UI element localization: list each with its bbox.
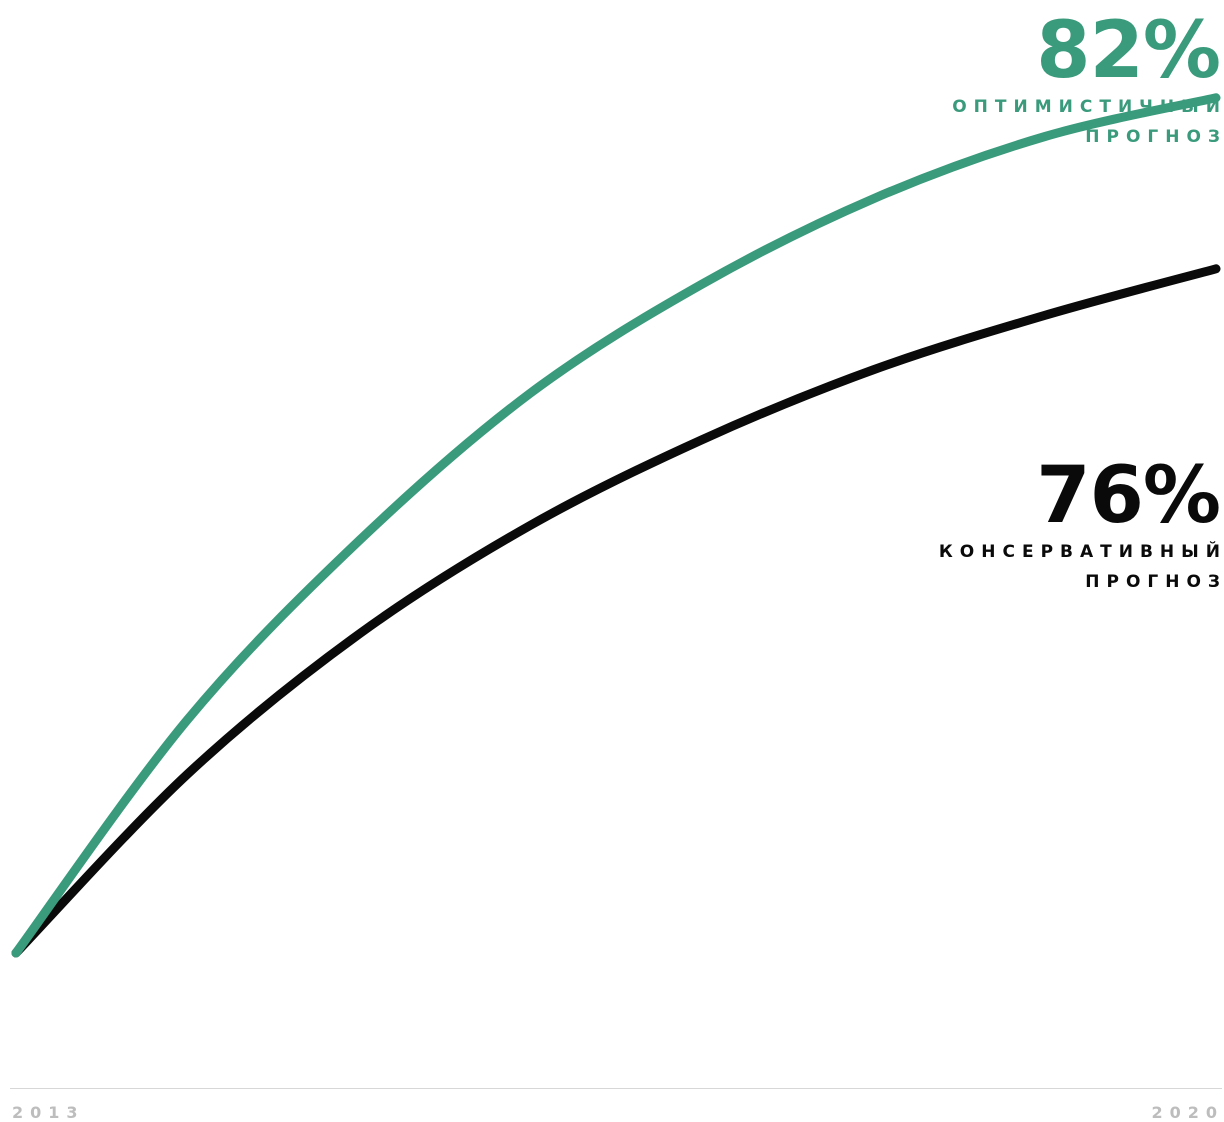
x-tick-label-start: 2013 — [12, 1103, 85, 1122]
x-axis-line — [10, 1088, 1222, 1089]
series-line-optimistic — [11, 93, 1221, 958]
optimistic-value: 82% — [1036, 6, 1221, 96]
conservative-caption-line1: КОНСЕРВАТИВНЫЙ — [938, 542, 1224, 562]
conservative-caption-line2: ПРОГНОЗ — [1085, 572, 1224, 592]
x-tick-label-end: 2020 — [1151, 1103, 1224, 1122]
conservative-value: 76% — [1036, 451, 1221, 541]
optimistic-caption-line1: ОПТИМИСТИЧНЫЙ — [952, 97, 1224, 117]
optimistic-caption-line2: ПРОГНОЗ — [1085, 127, 1224, 147]
optimistic-label: 82% ОПТИМИСТИЧНЫЙ ПРОГНОЗ — [952, 6, 1221, 150]
series-line-conservative — [11, 264, 1221, 958]
conservative-label: 76% КОНСЕРВАТИВНЫЙ ПРОГНОЗ — [939, 451, 1221, 595]
